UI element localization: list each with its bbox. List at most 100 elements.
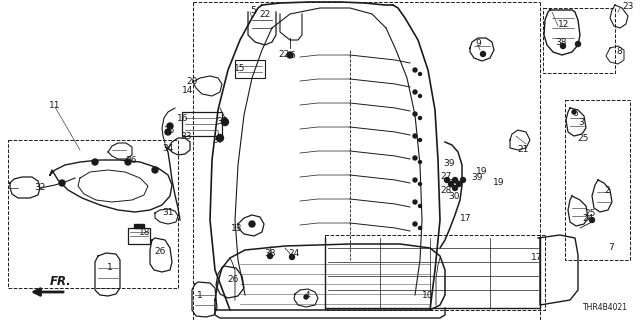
Circle shape — [413, 156, 417, 160]
Text: 24: 24 — [582, 213, 593, 222]
Circle shape — [304, 295, 308, 299]
Text: 12: 12 — [558, 20, 570, 28]
Text: 33: 33 — [180, 132, 191, 140]
Circle shape — [419, 94, 422, 98]
Text: 17: 17 — [460, 213, 472, 222]
Bar — [182, 112, 222, 136]
Circle shape — [413, 200, 417, 204]
Text: 21: 21 — [517, 145, 529, 154]
Circle shape — [461, 178, 465, 182]
Text: 5: 5 — [250, 5, 256, 14]
Text: 27: 27 — [440, 172, 451, 180]
Circle shape — [452, 186, 458, 190]
Text: 25: 25 — [577, 133, 588, 142]
Text: 6: 6 — [572, 108, 578, 117]
Bar — [543, 8, 615, 73]
Circle shape — [419, 227, 422, 229]
Text: 6: 6 — [289, 51, 295, 60]
Text: 4: 4 — [304, 291, 310, 300]
Text: 14: 14 — [182, 85, 194, 94]
Circle shape — [92, 159, 98, 165]
Text: 13: 13 — [231, 223, 243, 233]
Circle shape — [413, 112, 417, 116]
Text: 29: 29 — [448, 179, 460, 188]
Circle shape — [589, 218, 595, 222]
Text: 26: 26 — [227, 275, 239, 284]
Text: 10: 10 — [422, 291, 434, 300]
Text: 39: 39 — [471, 172, 483, 181]
Text: 36: 36 — [125, 156, 137, 164]
Bar — [325, 235, 545, 310]
Circle shape — [481, 52, 486, 57]
Text: 32: 32 — [35, 182, 45, 191]
Bar — [128, 228, 150, 244]
Text: 22: 22 — [259, 10, 271, 19]
Text: 11: 11 — [49, 100, 61, 109]
Text: FR.: FR. — [50, 275, 72, 288]
Circle shape — [413, 222, 417, 226]
Circle shape — [456, 181, 461, 187]
Text: 15: 15 — [234, 63, 246, 73]
Circle shape — [287, 52, 293, 58]
Circle shape — [221, 118, 228, 125]
Circle shape — [167, 123, 173, 129]
Text: 20: 20 — [186, 76, 198, 85]
Text: 8: 8 — [616, 46, 621, 55]
Text: 17: 17 — [531, 252, 543, 261]
Circle shape — [572, 110, 576, 114]
Circle shape — [413, 90, 417, 94]
Text: 2: 2 — [604, 186, 610, 195]
Bar — [134, 224, 144, 228]
Circle shape — [449, 181, 454, 187]
Text: 19: 19 — [476, 166, 488, 175]
Text: 7: 7 — [608, 243, 614, 252]
Text: 24: 24 — [289, 250, 300, 259]
Text: 16: 16 — [177, 114, 189, 123]
Text: 26: 26 — [154, 246, 166, 255]
Circle shape — [413, 68, 417, 72]
Circle shape — [413, 134, 417, 138]
Circle shape — [165, 129, 171, 135]
Text: 30: 30 — [448, 191, 460, 201]
Bar — [565, 100, 630, 260]
Text: 22: 22 — [278, 50, 290, 59]
Circle shape — [59, 180, 65, 186]
Text: 35: 35 — [163, 125, 175, 134]
Circle shape — [575, 42, 580, 46]
Circle shape — [419, 182, 422, 186]
Bar — [8, 140, 178, 288]
Circle shape — [419, 139, 422, 141]
Circle shape — [413, 178, 417, 182]
Circle shape — [268, 253, 273, 259]
Text: 38: 38 — [555, 37, 566, 46]
Text: THR4B4021: THR4B4021 — [583, 303, 628, 312]
Text: 1: 1 — [107, 263, 113, 273]
Text: 25: 25 — [584, 209, 595, 218]
Circle shape — [419, 73, 422, 76]
Text: 1: 1 — [197, 292, 203, 300]
Text: 37: 37 — [216, 116, 228, 125]
Text: 19: 19 — [493, 178, 504, 187]
Circle shape — [419, 116, 422, 119]
Text: 28: 28 — [440, 186, 451, 195]
Circle shape — [249, 221, 255, 227]
Circle shape — [152, 167, 158, 173]
Circle shape — [561, 44, 566, 49]
Text: 18: 18 — [140, 228, 151, 236]
Circle shape — [445, 178, 449, 182]
Circle shape — [125, 159, 131, 165]
Circle shape — [289, 254, 294, 260]
Text: 3: 3 — [578, 117, 584, 126]
Text: 37: 37 — [212, 135, 224, 145]
Text: 34: 34 — [162, 143, 173, 153]
Text: 23: 23 — [622, 2, 634, 11]
Circle shape — [419, 204, 422, 207]
Text: 31: 31 — [162, 207, 173, 217]
Bar — [235, 60, 265, 78]
Text: 38: 38 — [264, 250, 276, 259]
Circle shape — [216, 134, 223, 141]
Circle shape — [419, 161, 422, 164]
Circle shape — [452, 178, 458, 182]
Text: 39: 39 — [443, 158, 454, 167]
Text: 9: 9 — [475, 38, 481, 47]
